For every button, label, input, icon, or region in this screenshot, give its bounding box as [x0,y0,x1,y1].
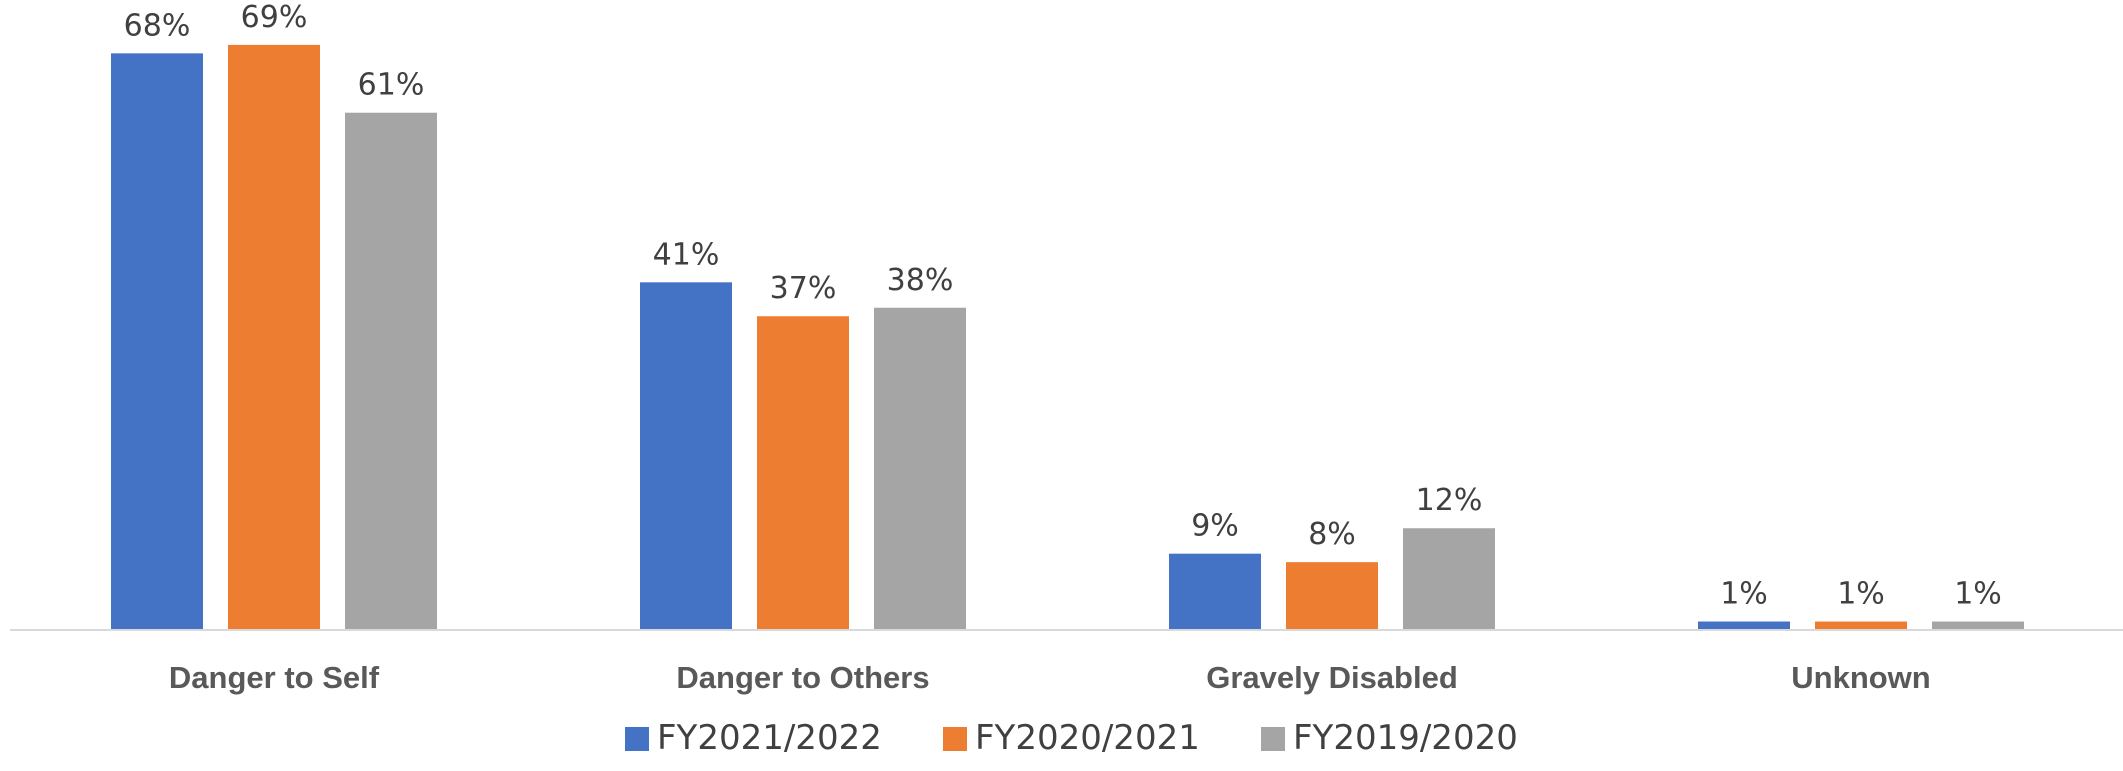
data-label-danger-to-self-fy2021-2022: 68% [124,8,191,43]
legend-label-fy2021-2022: FY2021/2022 [657,718,882,758]
data-label-unknown-fy2020-2021: 1% [1837,577,1885,612]
bars-layer [111,44,2024,631]
data-label-danger-to-others-fy2019-2020: 38% [887,263,954,298]
bar-gravely-disabled-fy2021-2022 [1169,553,1261,630]
bar-danger-to-self-fy2021-2022 [111,53,203,631]
data-label-danger-to-others-fy2020-2021: 37% [770,271,837,306]
data-label-unknown-fy2021-2022: 1% [1720,577,1768,612]
category-label-danger-to-others: Danger to Others [676,660,929,695]
data-label-danger-to-others-fy2021-2022: 41% [653,237,720,272]
bar-danger-to-others-fy2021-2022 [640,282,732,630]
legend-swatch-fy2021-2022 [625,727,649,751]
bar-danger-to-others-fy2020-2021 [757,316,849,630]
data-label-gravely-disabled-fy2020-2021: 8% [1308,517,1356,552]
legend-label-fy2020-2021: FY2020/2021 [975,718,1200,758]
legend-label-fy2019-2020: FY2019/2020 [1293,718,1518,758]
bar-unknown-fy2020-2021 [1815,621,1907,630]
legend: FY2021/2022 FY2020/2021 FY2019/2020 [625,718,1518,758]
bar-gravely-disabled-fy2019-2020 [1403,528,1495,630]
legend-swatch-fy2020-2021 [943,727,967,751]
data-label-danger-to-self-fy2020-2021: 69% [241,0,308,35]
data-label-danger-to-self-fy2019-2020: 61% [358,68,425,103]
category-label-unknown: Unknown [1791,660,1931,695]
data-label-gravely-disabled-fy2019-2020: 12% [1416,483,1483,518]
bar-danger-to-others-fy2019-2020 [874,307,966,630]
bar-danger-to-self-fy2020-2021 [228,44,320,630]
legend-swatch-fy2019-2020 [1261,727,1285,751]
category-labels-layer: Danger to Self Danger to Others Gravely Di… [169,660,1931,695]
bar-danger-to-self-fy2019-2020 [345,112,437,631]
bar-unknown-fy2021-2022 [1698,621,1790,630]
bar-gravely-disabled-fy2020-2021 [1286,562,1378,630]
category-label-gravely-disabled: Gravely Disabled [1206,660,1458,695]
data-label-gravely-disabled-fy2021-2022: 9% [1191,509,1239,544]
value-labels-layer: 68% 69% 61% 41% 37% 38% 9% 8% 12% 1% 1% 1% [124,0,2002,612]
bar-unknown-fy2019-2020 [1932,621,2024,630]
data-label-unknown-fy2019-2020: 1% [1954,577,2002,612]
category-label-danger-to-self: Danger to Self [169,660,380,695]
